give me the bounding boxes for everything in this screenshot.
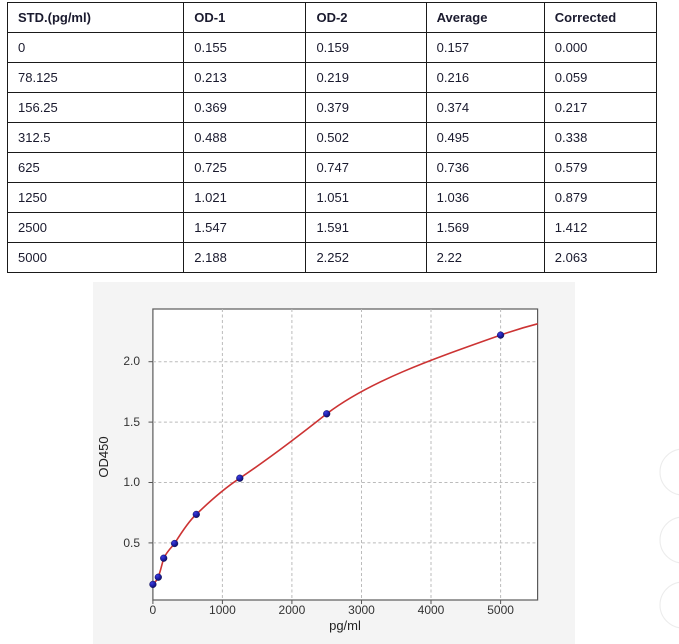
svg-text:pg/ml: pg/ml (329, 618, 361, 633)
svg-text:4000: 4000 (418, 603, 445, 617)
svg-text:5000: 5000 (487, 603, 514, 617)
svg-text:OD450: OD450 (96, 436, 111, 477)
svg-text:1.5: 1.5 (123, 415, 140, 429)
svg-text:1.0: 1.0 (123, 475, 140, 489)
svg-text:3000: 3000 (348, 603, 375, 617)
svg-text:2.0: 2.0 (123, 354, 140, 368)
svg-text:0: 0 (150, 603, 157, 617)
svg-text:2000: 2000 (279, 603, 306, 617)
svg-text:1000: 1000 (209, 603, 236, 617)
svg-text:0.5: 0.5 (123, 536, 140, 550)
